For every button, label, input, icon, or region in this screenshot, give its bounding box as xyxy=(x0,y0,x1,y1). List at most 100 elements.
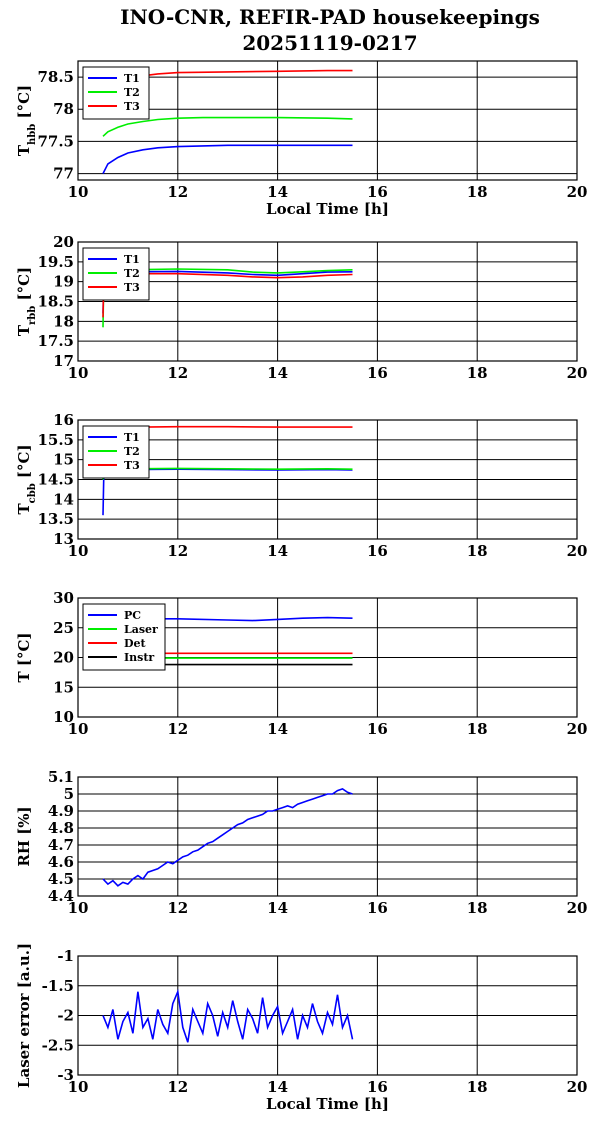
x-tick-label: 10 xyxy=(68,183,89,201)
y-axis-label: T [°C] xyxy=(15,632,33,682)
y-tick-label: 4.8 xyxy=(48,819,74,837)
y-tick-label: 17.5 xyxy=(37,332,74,350)
y-axis-label: Tcbb [°C] xyxy=(15,444,38,514)
y-tick-label: 18.5 xyxy=(37,293,74,311)
y-tick-label: -3 xyxy=(57,1066,74,1084)
y-tick-label: 5.1 xyxy=(48,768,74,786)
legend-label: T3 xyxy=(124,281,140,294)
plot-frame xyxy=(77,241,578,362)
y-tick-label: 5 xyxy=(64,785,74,803)
y-tick-label: -2 xyxy=(57,1007,74,1025)
y-tick-label: 78 xyxy=(53,100,74,118)
y-tick-label: 14 xyxy=(53,490,74,508)
x-tick-label: 20 xyxy=(567,542,588,560)
legend-label: Instr xyxy=(124,651,154,664)
legend-label: T2 xyxy=(124,445,140,458)
chart-panels: 10 12 14 16 18 20 77 77.5 78 78.5 Local Time [h] Th… xyxy=(15,60,588,1113)
y-tick-label: 4.6 xyxy=(48,853,74,871)
y-axis-label: Laser error [a.u.] xyxy=(15,943,33,1088)
x-tick-label: 18 xyxy=(467,364,488,382)
series-line-t2 xyxy=(102,116,353,137)
series-line-pc xyxy=(152,616,353,622)
x-tick-label: 18 xyxy=(467,1078,488,1096)
x-tick-label: 14 xyxy=(267,720,288,738)
legend-label: T2 xyxy=(124,267,140,280)
x-tick-label: 12 xyxy=(167,1078,188,1096)
x-tick-label: 18 xyxy=(467,720,488,738)
x-tick-label: 18 xyxy=(467,542,488,560)
x-tick-label: 12 xyxy=(167,542,188,560)
y-tick-label: 14.5 xyxy=(37,471,74,489)
y-axis-label: Trbb [°C] xyxy=(15,267,38,336)
plot-frame xyxy=(77,955,578,1076)
x-tick-label: 12 xyxy=(167,899,188,917)
y-tick-label: 19 xyxy=(53,273,74,291)
series-line-t1 xyxy=(102,144,353,174)
legend-label: T2 xyxy=(124,86,140,99)
y-tick-label: 77.5 xyxy=(37,132,74,150)
x-tick-label: 10 xyxy=(68,720,89,738)
x-tick-label: 10 xyxy=(68,1078,89,1096)
x-tick-label: 14 xyxy=(267,364,288,382)
y-tick-label: 13.5 xyxy=(37,510,74,528)
y-tick-label: -1 xyxy=(57,947,74,965)
y-axis-label: RH [%] xyxy=(15,806,33,866)
y-tick-label: 25 xyxy=(53,619,74,637)
x-tick-label: 16 xyxy=(367,542,388,560)
x-tick-label: 16 xyxy=(367,364,388,382)
x-tick-label: 10 xyxy=(68,899,89,917)
x-tick-label: 20 xyxy=(567,899,588,917)
y-axis-label: Thbb [°C] xyxy=(15,85,38,156)
y-tick-label: 19.5 xyxy=(37,253,74,271)
y-tick-label: 77 xyxy=(53,165,74,183)
x-tick-label: 20 xyxy=(567,183,588,201)
series-line-t3 xyxy=(142,69,353,77)
x-tick-label: 14 xyxy=(267,183,288,201)
y-tick-label: 4.4 xyxy=(48,887,74,905)
x-tick-label: 10 xyxy=(68,542,89,560)
y-tick-label: 4.9 xyxy=(48,802,74,820)
y-tick-label: 20 xyxy=(53,649,74,667)
legend-label: T1 xyxy=(124,72,140,85)
x-tick-label: 20 xyxy=(567,364,588,382)
x-tick-label: 14 xyxy=(267,542,288,560)
plot-frame xyxy=(77,776,578,897)
y-tick-label: -2.5 xyxy=(42,1036,74,1054)
legend-label: T1 xyxy=(124,431,140,444)
chart-panel-1: 10 12 14 16 18 20 77 77.5 78 78.5 Local Time [h] Th… xyxy=(15,60,588,218)
y-tick-label: -1.5 xyxy=(42,977,74,995)
y-tick-label: 4.7 xyxy=(48,836,74,854)
legend-label: T1 xyxy=(124,253,140,266)
x-axis-label: Local Time [h] xyxy=(266,200,389,218)
x-tick-label: 12 xyxy=(167,183,188,201)
x-tick-label: 20 xyxy=(567,1078,588,1096)
y-tick-label: 17 xyxy=(53,352,74,370)
y-tick-label: 20 xyxy=(53,233,74,251)
x-tick-label: 14 xyxy=(267,1078,288,1096)
y-tick-label: 13 xyxy=(53,530,74,548)
y-tick-label: 15 xyxy=(53,678,74,696)
y-tick-label: 10 xyxy=(53,708,74,726)
figure-title-line1: INO-CNR, REFIR-PAD housekeepings xyxy=(120,5,540,29)
x-tick-label: 16 xyxy=(367,183,388,201)
y-tick-label: 15 xyxy=(53,451,74,469)
y-tick-label: 4.5 xyxy=(48,870,74,888)
legend-label: T3 xyxy=(124,459,140,472)
chart-panel-4: 10 12 14 16 18 20 10 15 20 25 30 T [°C] PCLaserDetIn… xyxy=(15,589,587,738)
legend-label: Laser xyxy=(124,623,158,636)
plot-frame xyxy=(77,60,578,181)
y-tick-label: 16 xyxy=(53,411,74,429)
chart-panel-5: 10 12 14 16 18 20 4.44.54.64.74.84.955.1 RH [%] xyxy=(15,768,587,917)
plot-frame xyxy=(77,597,578,718)
x-tick-label: 14 xyxy=(267,899,288,917)
legend-label: Det xyxy=(124,637,147,650)
plot-frame xyxy=(77,419,578,540)
x-axis-label: Local Time [h] xyxy=(266,1095,389,1113)
